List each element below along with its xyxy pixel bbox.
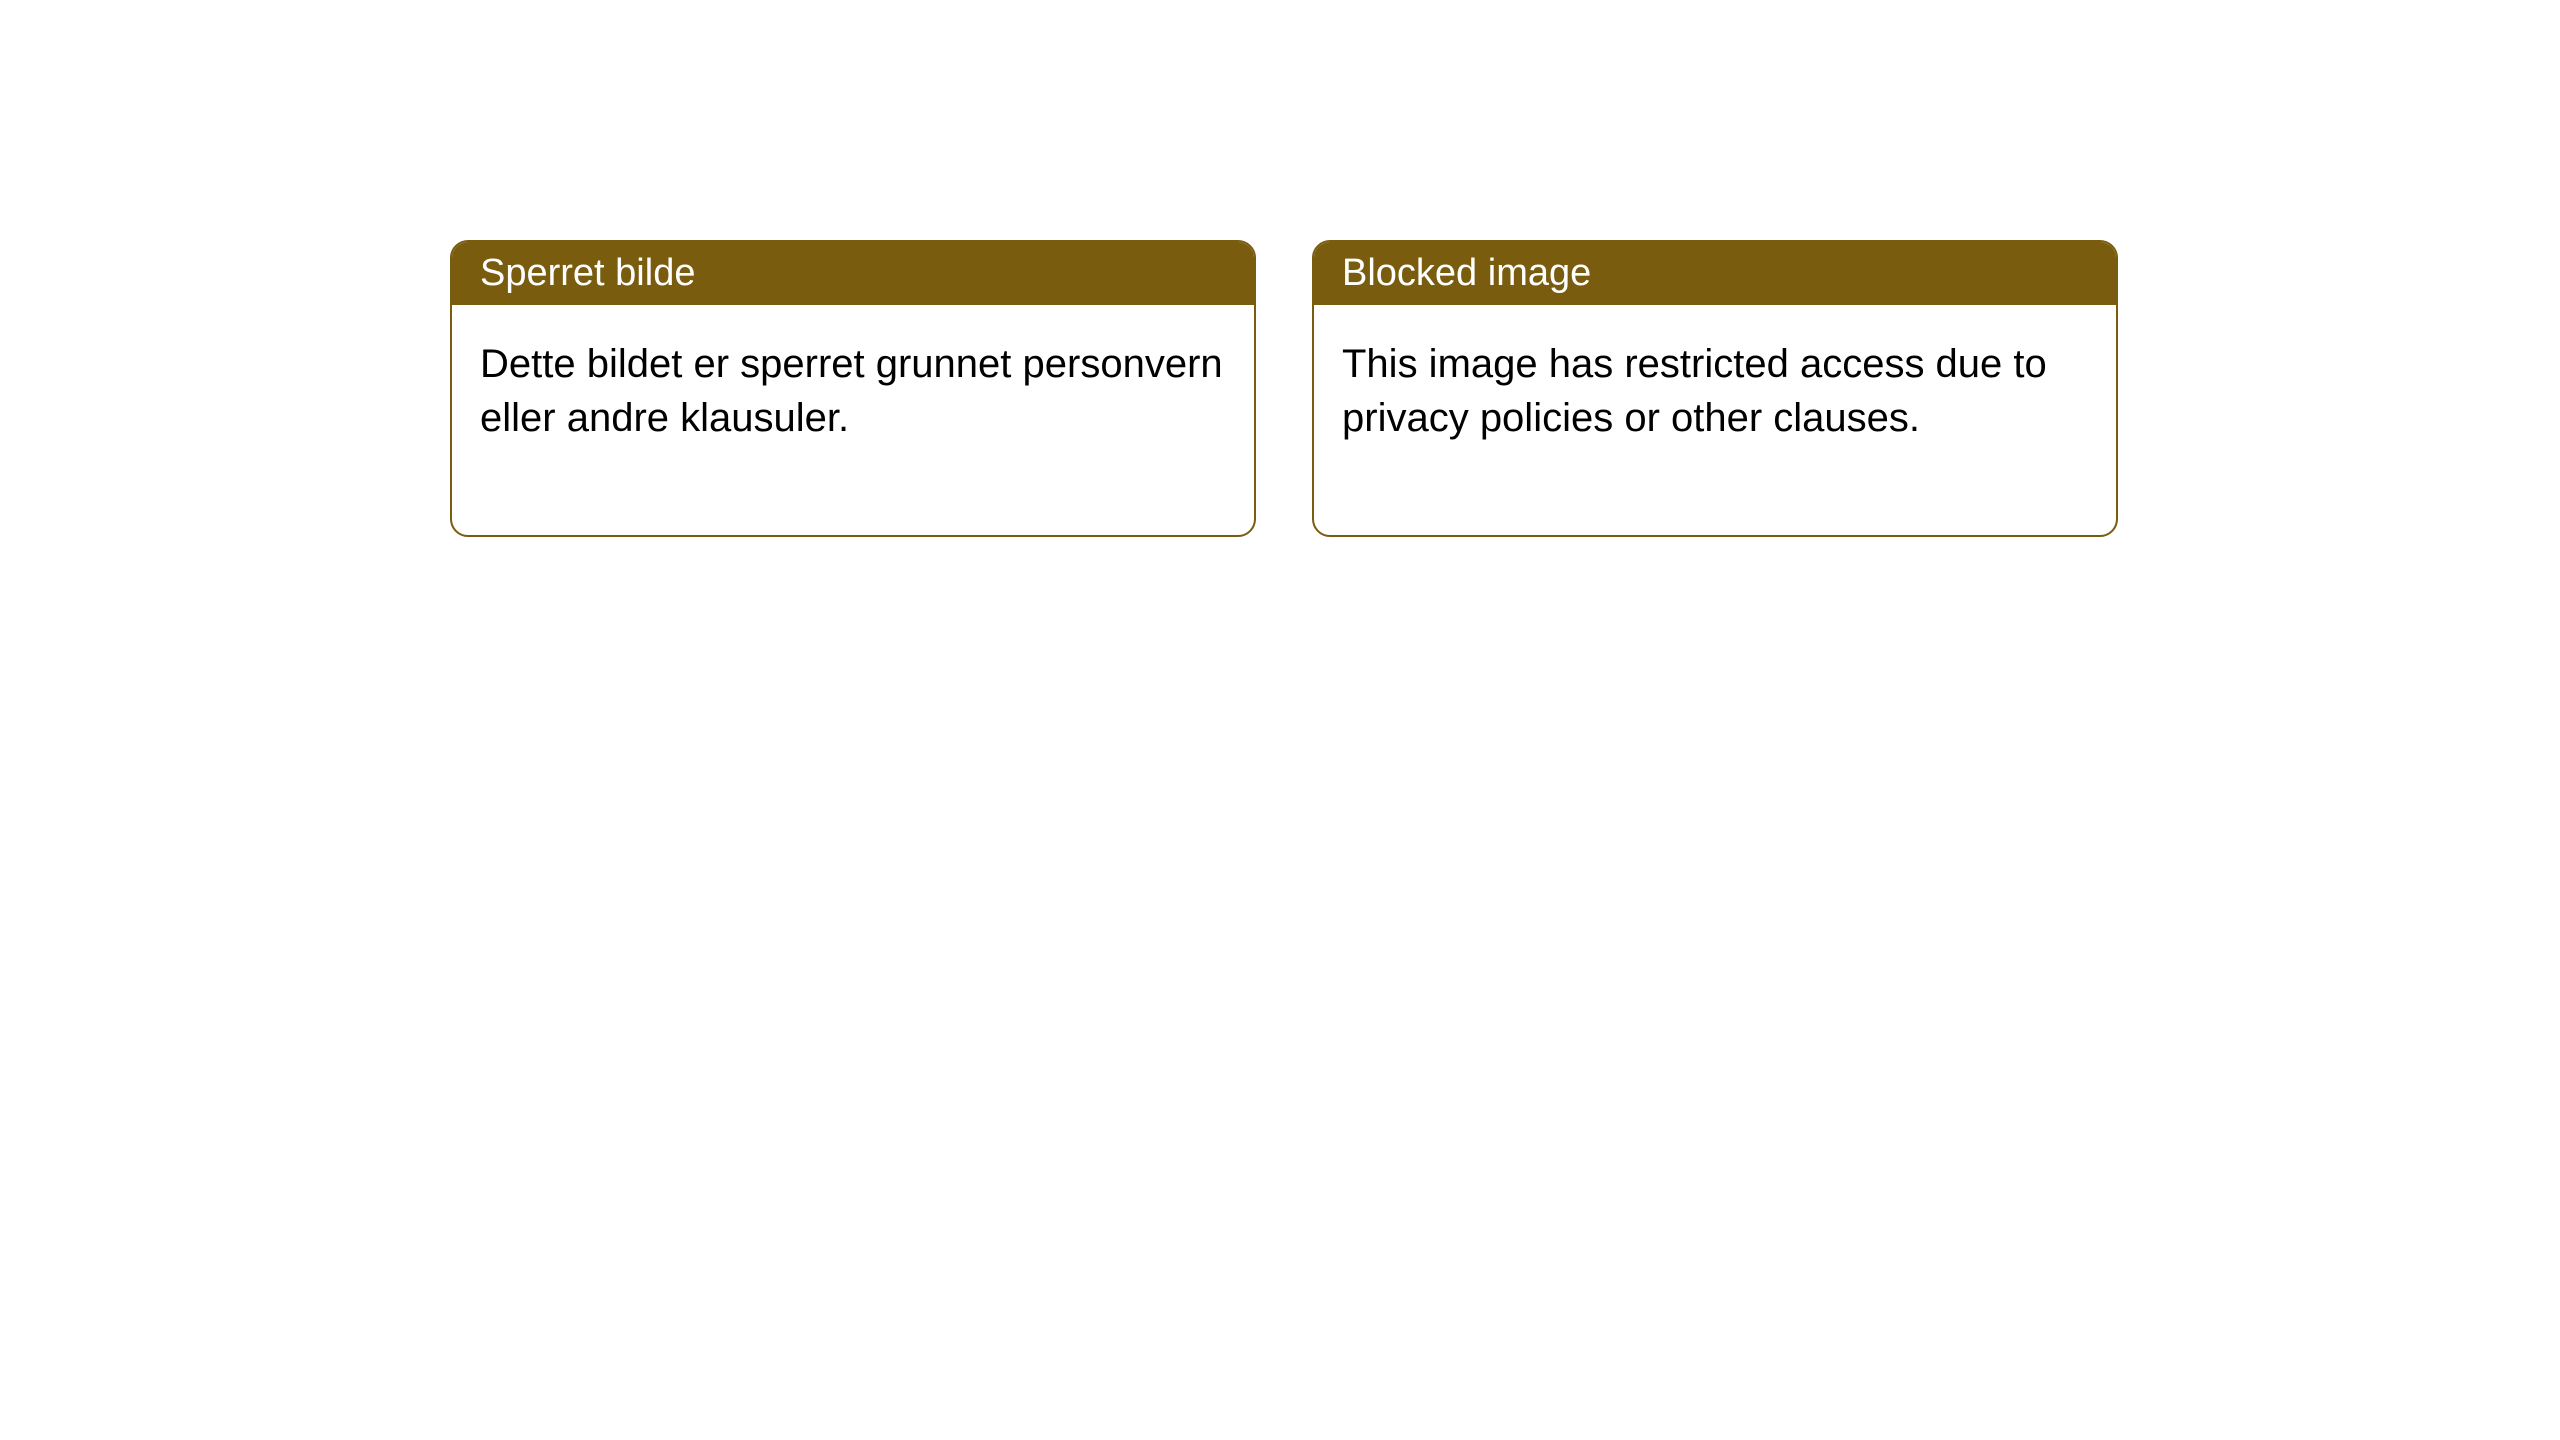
notice-text: Dette bildet er sperret grunnet personve… <box>480 342 1223 440</box>
notice-title: Sperret bilde <box>480 252 695 294</box>
notice-title: Blocked image <box>1342 252 1591 294</box>
notices-container: Sperret bilde Dette bildet er sperret gr… <box>450 240 2118 537</box>
notice-box-english: Blocked image This image has restricted … <box>1312 240 2118 537</box>
notice-text: This image has restricted access due to … <box>1342 342 2047 440</box>
notice-body-english: This image has restricted access due to … <box>1314 305 2116 535</box>
notice-header-norwegian: Sperret bilde <box>452 242 1254 305</box>
notice-body-norwegian: Dette bildet er sperret grunnet personve… <box>452 305 1254 535</box>
notice-box-norwegian: Sperret bilde Dette bildet er sperret gr… <box>450 240 1256 537</box>
notice-header-english: Blocked image <box>1314 242 2116 305</box>
